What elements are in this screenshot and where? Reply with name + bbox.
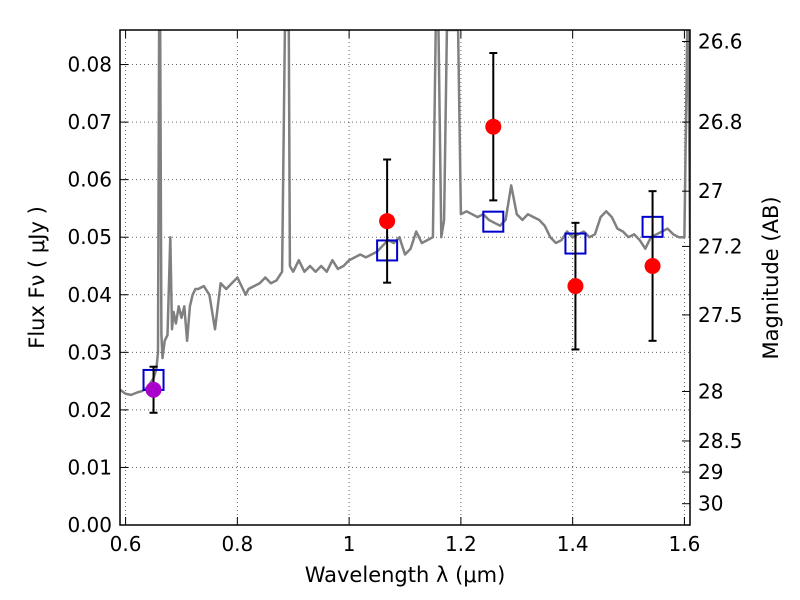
x-tick-label: 1 <box>343 532 356 556</box>
synthetic-flux-square <box>482 210 505 233</box>
right-tick-label: 27.2 <box>698 234 743 258</box>
observed-flux-point <box>644 257 661 274</box>
observed-flux-point <box>379 213 396 230</box>
x-tick-label: 1.2 <box>445 532 477 556</box>
y-tick-label: 0.06 <box>67 168 112 192</box>
right-tick-label: 26.6 <box>698 30 743 54</box>
y-tick-label: 0.01 <box>67 455 112 479</box>
x-tick-label: 1.4 <box>557 532 589 556</box>
right-tick-label: 27 <box>698 179 723 203</box>
model-spectrum-line <box>120 30 690 397</box>
right-tick-label: 28.5 <box>698 429 743 453</box>
x-axis-title: Wavelength λ (μm) <box>305 563 506 587</box>
right-tick-label: 28 <box>698 379 723 403</box>
y-tick-label: 0.07 <box>67 110 112 134</box>
axes: 0.6 0.8 1 1.2 1.4 1.6 0.00 0.01 0.02 0.03 0.04 0.05… <box>67 30 742 556</box>
grid <box>120 30 690 526</box>
x-tick-label: 1.6 <box>669 532 701 556</box>
y-tick-label: 0.02 <box>67 398 112 422</box>
plot-frame <box>119 29 691 526</box>
right-tick-label: 30 <box>698 492 723 516</box>
x-tick-label: 0.6 <box>110 532 142 556</box>
right-tick-label: 27.5 <box>698 303 743 327</box>
observed-flux-point <box>567 278 584 295</box>
x-tick-label: 0.8 <box>221 532 253 556</box>
y-tick-label: 0.03 <box>67 340 112 364</box>
y-tick-label: 0.04 <box>67 283 112 307</box>
data-points-layer <box>142 52 664 414</box>
y-tick-label: 0.08 <box>67 53 112 77</box>
y-axis-title: Flux Fν ( μJy ) <box>25 206 49 349</box>
right-tick-label: 26.8 <box>698 110 743 134</box>
right-axis-title: Magnitude (AB) <box>759 196 783 359</box>
observed-flux-point <box>145 381 162 398</box>
observed-flux-point <box>485 118 502 135</box>
model-spectrum-layer <box>120 30 690 397</box>
y-tick-label: 0.05 <box>67 225 112 249</box>
y-tick-label: 0.00 <box>67 513 112 537</box>
right-tick-label: 29 <box>698 460 723 484</box>
